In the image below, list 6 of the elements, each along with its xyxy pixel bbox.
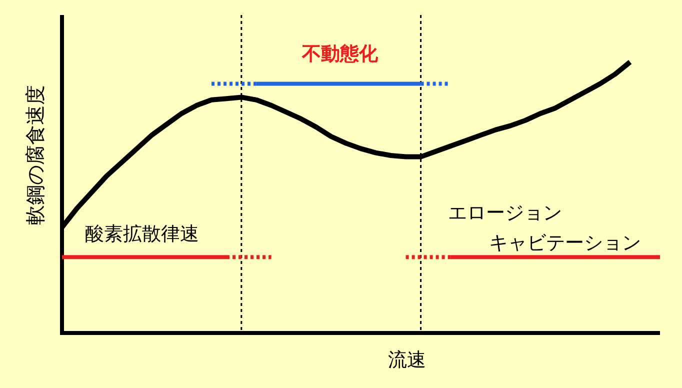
y-axis-title: 軟鋼の腐食速度 (23, 85, 47, 225)
annotation: 酸素拡散律速 (85, 223, 199, 245)
annotation: エロージョン (448, 202, 562, 224)
x-axis-title: 流速 (388, 349, 426, 371)
annotation: 不動態化 (301, 43, 379, 65)
annotation: キャビテーション (489, 232, 641, 254)
